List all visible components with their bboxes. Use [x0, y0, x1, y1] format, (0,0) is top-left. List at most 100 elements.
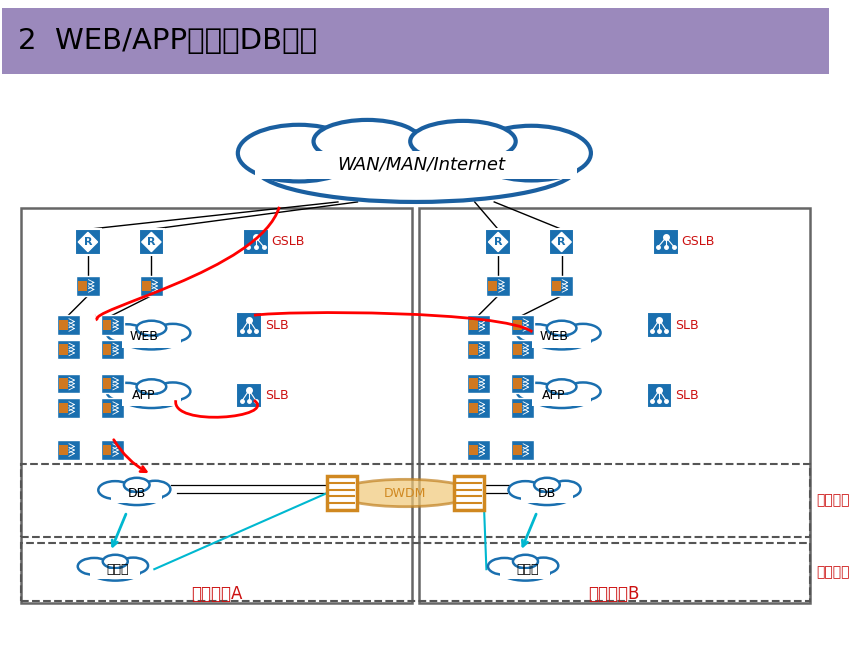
Ellipse shape	[517, 383, 556, 402]
Text: WEB: WEB	[129, 330, 158, 343]
Ellipse shape	[99, 481, 132, 499]
Ellipse shape	[313, 120, 421, 163]
Text: 数据中心B: 数据中心B	[589, 585, 640, 603]
FancyBboxPatch shape	[103, 403, 111, 413]
FancyBboxPatch shape	[59, 445, 67, 456]
Text: R: R	[147, 237, 156, 247]
FancyBboxPatch shape	[467, 374, 490, 393]
FancyBboxPatch shape	[550, 276, 574, 296]
FancyBboxPatch shape	[469, 344, 477, 355]
Text: 数据中心A: 数据中心A	[191, 585, 243, 603]
FancyBboxPatch shape	[500, 569, 551, 579]
FancyBboxPatch shape	[511, 374, 534, 393]
FancyBboxPatch shape	[103, 344, 111, 355]
FancyBboxPatch shape	[532, 337, 591, 348]
Text: 存储网: 存储网	[517, 562, 539, 575]
FancyBboxPatch shape	[77, 276, 100, 296]
Text: SLB: SLB	[265, 318, 288, 331]
FancyBboxPatch shape	[59, 344, 67, 355]
Text: DWDM: DWDM	[384, 486, 426, 499]
Text: GSLB: GSLB	[682, 236, 715, 249]
FancyBboxPatch shape	[522, 493, 573, 503]
Text: WAN/MAN/Internet: WAN/MAN/Internet	[337, 156, 505, 174]
Ellipse shape	[565, 382, 601, 400]
FancyBboxPatch shape	[57, 374, 80, 393]
Ellipse shape	[155, 324, 191, 342]
Ellipse shape	[103, 555, 128, 568]
FancyBboxPatch shape	[139, 229, 164, 255]
FancyBboxPatch shape	[78, 281, 87, 291]
Text: WEB: WEB	[540, 330, 568, 343]
Ellipse shape	[121, 387, 181, 408]
Ellipse shape	[118, 558, 148, 574]
FancyBboxPatch shape	[59, 403, 67, 413]
Polygon shape	[488, 232, 508, 252]
FancyBboxPatch shape	[327, 476, 357, 510]
FancyBboxPatch shape	[100, 398, 124, 418]
Ellipse shape	[140, 480, 170, 498]
Text: 主备存储: 主备存储	[816, 565, 850, 579]
FancyBboxPatch shape	[647, 383, 672, 408]
FancyBboxPatch shape	[511, 440, 534, 460]
FancyBboxPatch shape	[647, 312, 672, 338]
Ellipse shape	[550, 480, 580, 498]
FancyBboxPatch shape	[469, 378, 477, 389]
Text: R: R	[494, 237, 502, 247]
Text: SLB: SLB	[675, 318, 699, 331]
FancyBboxPatch shape	[511, 315, 534, 335]
Text: 存储网: 存储网	[106, 562, 129, 575]
FancyBboxPatch shape	[255, 151, 577, 178]
FancyBboxPatch shape	[57, 398, 80, 418]
FancyBboxPatch shape	[111, 493, 163, 503]
Ellipse shape	[488, 558, 521, 575]
Ellipse shape	[107, 383, 146, 402]
Text: APP: APP	[542, 389, 566, 402]
Ellipse shape	[410, 121, 516, 162]
Text: GSLB: GSLB	[271, 236, 305, 249]
Text: APP: APP	[132, 389, 156, 402]
Ellipse shape	[532, 328, 591, 350]
FancyBboxPatch shape	[103, 378, 111, 389]
Ellipse shape	[546, 321, 576, 335]
Ellipse shape	[534, 478, 560, 492]
FancyBboxPatch shape	[103, 320, 111, 331]
FancyBboxPatch shape	[654, 229, 679, 255]
FancyBboxPatch shape	[141, 281, 151, 291]
FancyBboxPatch shape	[454, 476, 484, 510]
FancyBboxPatch shape	[100, 340, 124, 359]
FancyBboxPatch shape	[140, 276, 163, 296]
Ellipse shape	[255, 132, 577, 202]
Text: SLB: SLB	[675, 389, 699, 402]
Ellipse shape	[77, 558, 111, 575]
Ellipse shape	[546, 380, 576, 394]
Ellipse shape	[136, 380, 166, 394]
Text: 2  WEB/APP双活，DB主备: 2 WEB/APP双活，DB主备	[18, 27, 317, 55]
Ellipse shape	[90, 561, 140, 581]
Ellipse shape	[155, 382, 191, 400]
FancyBboxPatch shape	[485, 229, 511, 255]
FancyBboxPatch shape	[513, 344, 522, 355]
FancyBboxPatch shape	[243, 229, 269, 255]
FancyBboxPatch shape	[57, 340, 80, 359]
FancyBboxPatch shape	[551, 281, 561, 291]
Ellipse shape	[565, 324, 601, 342]
FancyBboxPatch shape	[488, 281, 497, 291]
FancyBboxPatch shape	[469, 403, 477, 413]
Ellipse shape	[337, 479, 474, 506]
FancyBboxPatch shape	[469, 320, 477, 331]
Ellipse shape	[532, 387, 591, 408]
FancyBboxPatch shape	[59, 320, 67, 331]
Text: R: R	[83, 237, 92, 247]
FancyBboxPatch shape	[549, 229, 574, 255]
FancyBboxPatch shape	[513, 378, 522, 389]
FancyBboxPatch shape	[2, 8, 829, 74]
FancyBboxPatch shape	[513, 403, 522, 413]
Ellipse shape	[471, 126, 591, 180]
FancyBboxPatch shape	[237, 383, 262, 408]
FancyBboxPatch shape	[237, 312, 262, 338]
FancyBboxPatch shape	[122, 395, 181, 406]
FancyBboxPatch shape	[467, 398, 490, 418]
Ellipse shape	[500, 561, 551, 581]
Text: SLB: SLB	[265, 389, 288, 402]
Polygon shape	[552, 232, 571, 252]
